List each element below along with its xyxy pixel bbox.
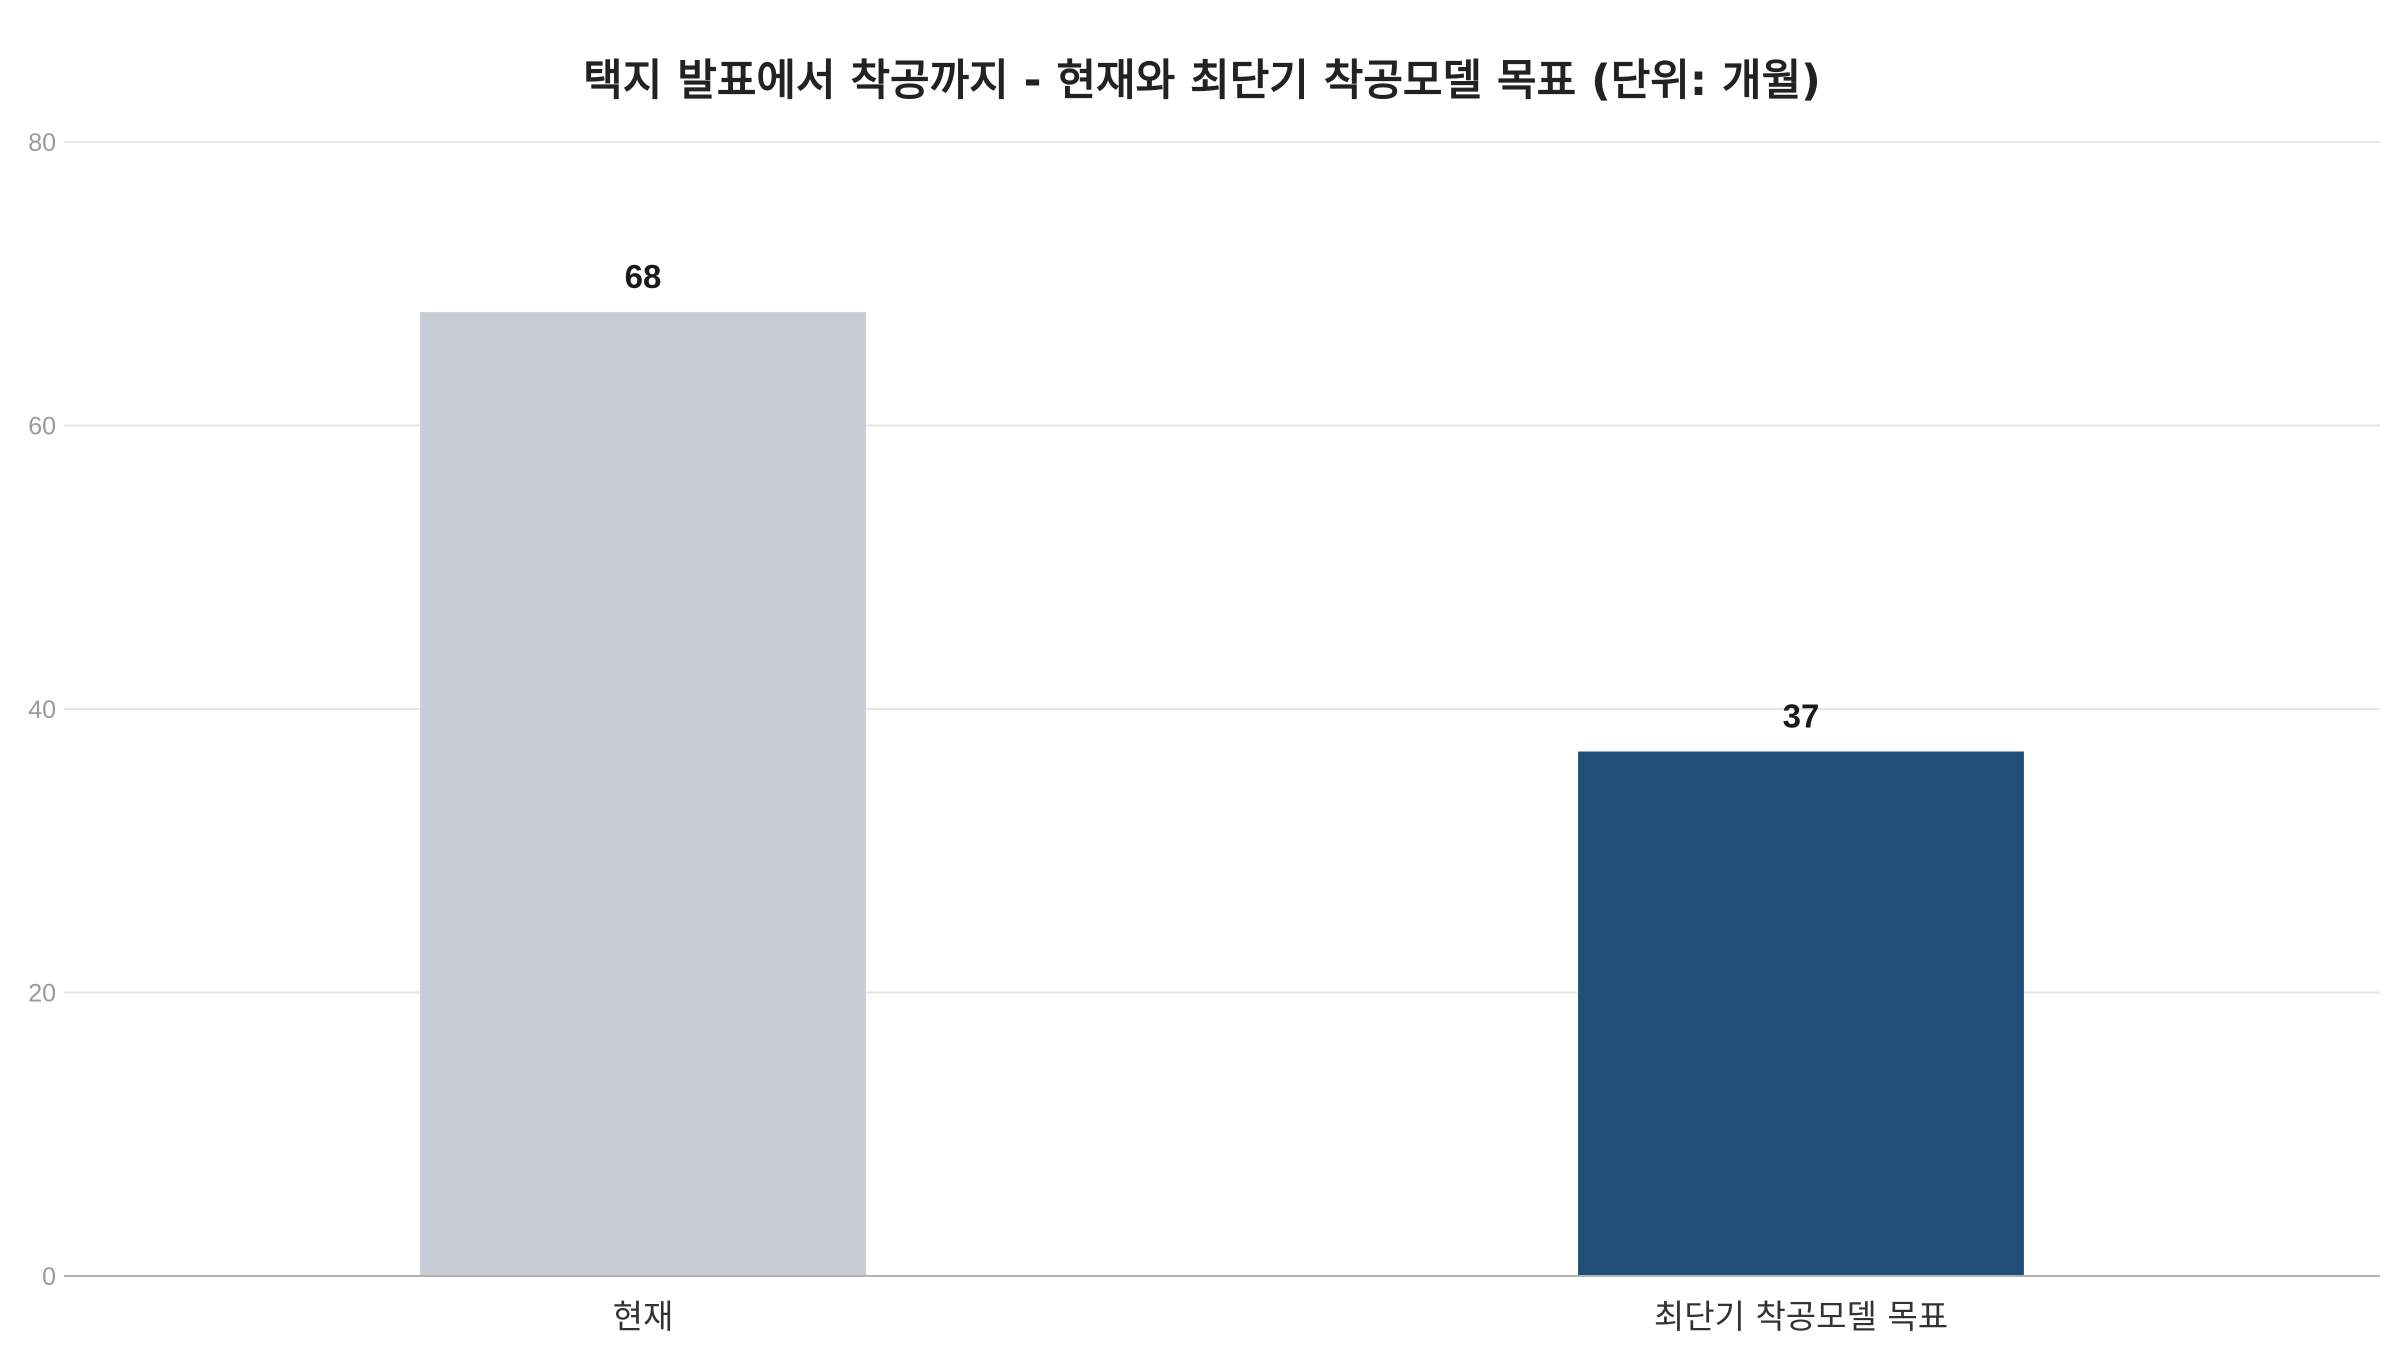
bar-1 [1578, 751, 2024, 1276]
data-label-0: 68 [625, 258, 662, 295]
gridlines [64, 141, 2380, 994]
x-tick-label-0: 현재 [613, 1297, 674, 1336]
data-labels: 68 37 [625, 258, 1820, 734]
bar-0 [420, 312, 866, 1277]
y-tick-label-60: 60 [28, 413, 56, 441]
data-label-1: 37 [1783, 698, 1820, 735]
bars [420, 312, 2024, 1277]
y-tick-label-40: 40 [28, 696, 56, 724]
y-tick-label-20: 20 [28, 980, 56, 1008]
x-tick-label-1: 최단기 착공모델 목표 [1654, 1297, 1948, 1336]
chart-title: 택지 발표에서 착공까지 - 현재와 최단기 착공모델 목표 (단위: 개월) [583, 56, 1821, 106]
y-axis-ticks: 0 20 40 60 80 [28, 129, 56, 1291]
y-tick-label-0: 0 [42, 1263, 56, 1291]
y-tick-label-80: 80 [28, 129, 56, 157]
x-axis-ticks: 현재 최단기 착공모델 목표 [613, 1297, 1948, 1336]
